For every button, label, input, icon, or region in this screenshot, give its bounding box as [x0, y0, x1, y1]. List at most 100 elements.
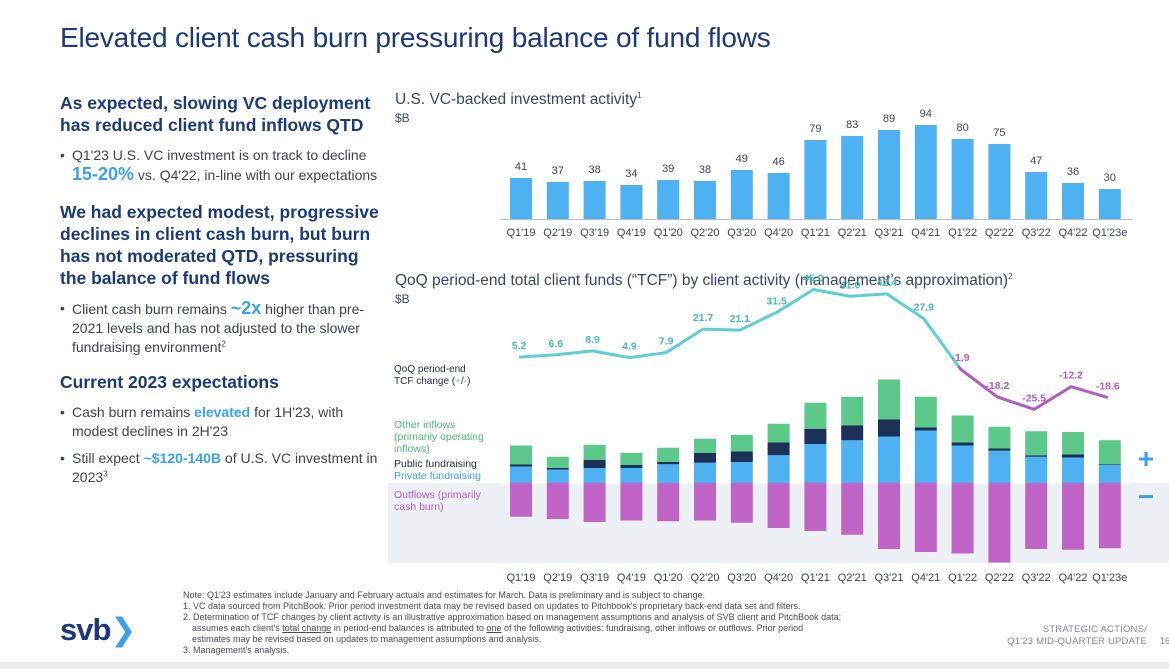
vc-value-label: 34	[625, 168, 637, 180]
vc-bar	[583, 181, 606, 219]
vc-value-label: 37	[552, 165, 564, 177]
vc-bar	[841, 136, 864, 219]
tcf-tick-label: Q3'22	[1022, 572, 1051, 584]
tcf-bar-segment	[878, 436, 900, 483]
tcf-bar-segment	[510, 445, 532, 465]
section3-bullet-2: Still expect ~$120-140B of U.S. VC inves…	[60, 449, 380, 487]
vc-bar	[878, 130, 900, 219]
tcf-tick-label: Q4'21	[911, 572, 940, 584]
tcf-bar-segment	[730, 451, 753, 462]
tcf-change-label: 7.9	[659, 336, 674, 348]
vc-value-label: 75	[993, 127, 1005, 139]
footnote-1: 1. VC data sourced from PitchBook. Prior…	[183, 601, 801, 611]
tcf-bar-segment	[767, 423, 790, 443]
page-number: 16	[1160, 636, 1169, 646]
tcf-chart-unit: $B	[395, 292, 410, 306]
tcf-chart-title: QoQ period-end total client funds (“TCF”…	[395, 271, 1013, 289]
vc-tick-label: Q1'22	[948, 227, 977, 239]
tcf-bar-segment	[1025, 431, 1048, 456]
tcf-bar-segment	[841, 440, 864, 483]
vc-value-label: 89	[883, 113, 895, 125]
tcf-bar-segment	[583, 459, 606, 468]
tcf-bar-outflow	[657, 483, 680, 522]
vc-tick-label: Q1'19	[506, 227, 535, 239]
tcf-bar-segment	[546, 468, 569, 470]
tcf-change-label: 31.5	[766, 295, 787, 307]
tcf-tick-label: Q4'19	[617, 572, 646, 584]
section3-heading: Current 2023 expectations	[60, 372, 279, 392]
section3-bullets: Cash burn remains elevated for 1H'23, wi…	[60, 403, 380, 487]
footnotes: Note: Q1'23 estimates include January an…	[183, 590, 983, 656]
legend-outflows: Outflows (primarily	[394, 489, 482, 501]
tcf-change-line-positive	[518, 288, 960, 367]
tcf-change-label: 42.4	[877, 277, 898, 289]
vc-bar	[730, 170, 753, 219]
tcf-bar-segment	[694, 438, 716, 453]
vc-bar	[767, 173, 790, 219]
tcf-bar-outflow	[694, 483, 716, 521]
tcf-bar-segment	[730, 435, 753, 452]
tcf-bar-segment	[1062, 457, 1084, 483]
burn-multiple-highlight: ~2x	[230, 298, 262, 318]
tcf-bar-outflow	[510, 483, 532, 517]
tcf-change-label: 45.0	[803, 273, 824, 285]
tcf-tick-label: Q1'21	[801, 572, 830, 584]
legend-public-fundraising: Public fundraising	[394, 458, 477, 470]
tcf-bar-outflow	[1025, 483, 1048, 549]
tcf-bar-segment	[767, 455, 790, 483]
legend-outflows-2: cash burn)	[394, 501, 444, 513]
legend-other-inflows: Other inflows	[394, 419, 455, 431]
elevated-highlight: elevated	[194, 404, 251, 420]
tcf-bar-outflow	[1098, 483, 1121, 549]
tcf-bar-segment	[914, 430, 937, 483]
tcf-bar-segment	[510, 464, 532, 467]
tcf-change-label: -18.2	[985, 380, 1009, 392]
vc-bar	[620, 185, 643, 219]
tcf-bar-segment	[1025, 456, 1048, 483]
vc-tick-label: Q3'20	[727, 227, 756, 239]
tcf-bar-segment	[583, 444, 606, 460]
tcf-bar-segment	[804, 444, 827, 483]
vc-bar	[546, 182, 569, 219]
footnote-3: 3. Management's analysis.	[183, 645, 290, 655]
vc-tick-label: Q1'23e	[1092, 227, 1127, 239]
vc-tick-label: Q3'22	[1022, 227, 1051, 239]
tcf-bar-segment	[657, 462, 680, 465]
tcf-change-label: 4.9	[622, 341, 637, 353]
tcf-bar-segment	[767, 442, 790, 456]
vc-bar	[988, 144, 1011, 219]
tcf-bar-outflow	[730, 483, 753, 523]
vc-tick-label: Q4'19	[617, 227, 646, 239]
section3-bullet-1: Cash burn remains elevated for 1H'23, wi…	[60, 403, 380, 441]
page-title: Elevated client cash burn pressuring bal…	[60, 22, 771, 53]
tcf-bar-outflow	[583, 483, 606, 522]
tcf-change-label: 5.2	[512, 340, 527, 352]
tcf-change-label: -12.2	[1059, 370, 1083, 382]
tcf-bar-segment	[841, 396, 864, 426]
tcf-tick-label: Q2'22	[985, 572, 1014, 584]
bottom-bar	[0, 662, 1169, 669]
line-legend-label-2: TCF change (+/-)	[394, 376, 470, 387]
tcf-change-line-negative	[957, 365, 1109, 411]
tcf-bar-segment	[694, 453, 716, 463]
tcf-change-label: -25.5	[1022, 392, 1046, 404]
tcf-bar-segment	[804, 402, 827, 429]
tcf-bar-outflow	[878, 483, 900, 549]
vc-value-label: 47	[1030, 155, 1042, 167]
vc-chart-title: U.S. VC-backed investment activity1	[395, 90, 642, 108]
vc-value-label: 79	[809, 123, 821, 135]
tcf-tick-label: Q4'22	[1058, 572, 1087, 584]
decline-highlight: 15-20%	[72, 164, 135, 184]
vc-tick-label: Q4'21	[911, 227, 940, 239]
tcf-tick-label: Q2'20	[690, 572, 719, 584]
vc-bar	[510, 178, 532, 219]
tcf-tick-label: Q1'20	[654, 572, 683, 584]
tcf-bar-segment	[804, 429, 827, 444]
tcf-bar-outflow	[767, 483, 790, 528]
vc-bar	[1098, 189, 1121, 219]
vc-tick-label: Q2'20	[690, 227, 719, 239]
tcf-bar-segment	[1098, 465, 1121, 483]
tcf-change-label: 8.9	[585, 334, 600, 346]
tcf-bar-outflow	[914, 483, 937, 552]
